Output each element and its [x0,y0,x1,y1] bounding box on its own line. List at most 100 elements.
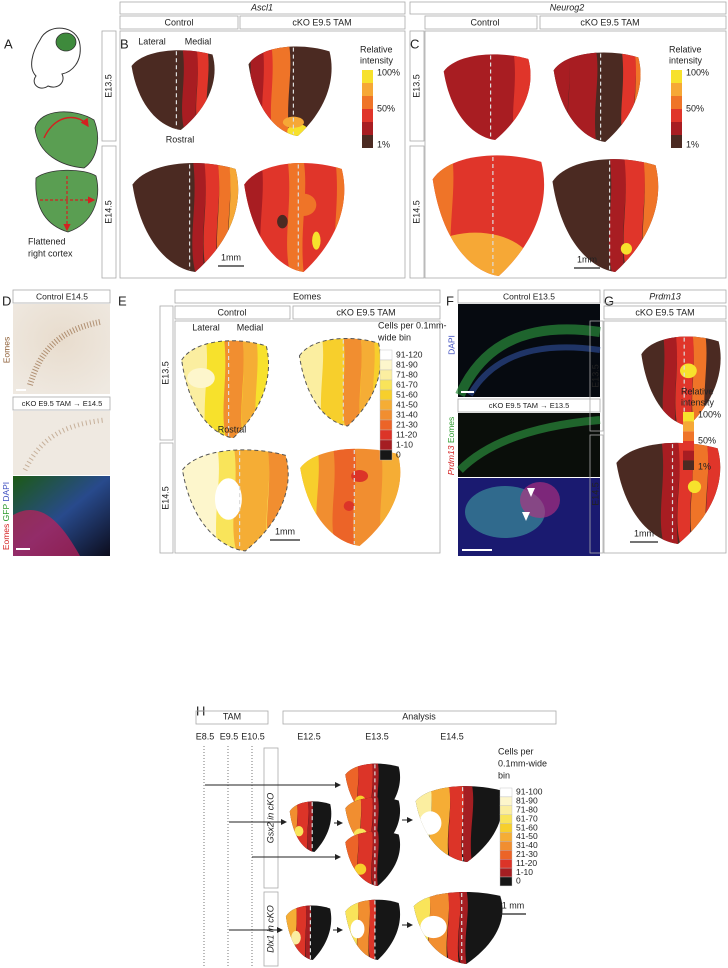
cortex-map [549,52,643,142]
frame [457,398,601,413]
row-header: E13.5 [411,74,421,98]
map-fill [552,159,659,272]
legend-swatch [379,399,393,411]
map-fill [432,155,545,277]
map-spot [187,368,215,388]
scale-label: 1mm [275,526,295,536]
map-zone [196,50,209,130]
map-outline [299,338,380,426]
tissue-signal [457,416,601,473]
stain-label: Eomes GFP DAPI [1,482,11,550]
scale-label: 1mm [221,252,241,262]
orientation-label: Medial [185,36,212,46]
legend-swatch [683,431,694,441]
map-fill [300,448,401,546]
legend-bin: 71-80 [516,805,538,815]
map-zone [642,159,659,272]
legend-swatch [499,876,513,887]
cortex-arrow [43,116,89,139]
map-zone [305,905,312,960]
map-zone [300,448,319,546]
arrowhead [522,512,530,521]
legend-title: Cells per [498,746,534,756]
gene-header: Prdm13 [649,291,681,301]
cortex-3d [34,111,98,169]
stain-band [27,319,101,386]
map-zone [192,163,206,272]
frame [603,320,727,554]
stain-name: Eomes [446,417,456,443]
cortex-map [638,336,722,426]
row-header: E13.5 [103,74,113,98]
map-zone [360,338,375,426]
panel-letter: F [446,293,454,308]
legend-tick: 50% [698,435,716,445]
map-fill [616,442,721,544]
map-outline [182,450,288,551]
legend-swatch [499,823,513,833]
map-zone [270,46,291,136]
frame [603,289,727,304]
frame [159,305,174,441]
legend-title: Relative [360,44,393,54]
orientation-label: Medial [237,322,264,332]
frame [101,30,117,142]
map-zone [299,338,324,426]
caption: Flattened [28,236,66,246]
frame [239,15,406,30]
frame [159,442,174,554]
column-header: Control [164,17,193,27]
cortex-map [416,155,546,277]
panel-title: Control E13.5 [503,291,555,301]
cortex-map [295,448,403,546]
legend-swatch [671,122,682,135]
tissue-signal [467,344,601,397]
cortex-map [284,905,332,960]
map-fill [181,340,269,438]
stage-label: E13.5 [365,731,389,741]
panel-title: Control E14.5 [36,291,88,301]
embryo-brain [55,32,77,52]
map-fill [345,831,401,886]
map-zone [241,340,258,438]
panel-letter: G [604,293,614,308]
map-zone [223,340,244,438]
map-zone [448,786,465,862]
map-fill [345,899,401,960]
cortex-map [548,159,662,272]
legend-bin: 91-120 [396,349,423,359]
legend-swatch [671,96,682,109]
frame [12,396,111,411]
map-spot [350,919,365,939]
map-spot [351,470,369,482]
legend-bin: 61-70 [396,379,418,389]
legend-swatch [499,850,513,860]
map-zone [553,52,570,142]
frame [409,30,425,142]
cortex-map [128,50,216,130]
frame [195,710,269,725]
map-zone [660,442,680,544]
legend-tick: 50% [686,103,704,113]
legend-swatch [379,349,393,361]
orientation-label: Lateral [192,322,220,332]
legend-tick: 50% [377,103,395,113]
legend-swatch [499,832,513,842]
legend-swatch [499,867,513,878]
map-zone [357,831,373,886]
legend-tick: 100% [698,409,721,419]
row-header: E14.5 [103,200,113,224]
legend-swatch [499,796,513,807]
legend-swatch [379,419,393,431]
stain-label: Prdm13 Eomes [446,417,456,476]
micrograph [13,411,110,475]
map-zone [342,338,362,426]
map-fill [285,905,332,960]
row-header: E13.5 [590,364,600,388]
legend-swatch [499,787,513,798]
map-zone [345,831,359,886]
map-zone [567,52,598,142]
cortex-map [343,899,401,960]
frame [603,305,727,320]
legend-swatch [683,412,694,422]
